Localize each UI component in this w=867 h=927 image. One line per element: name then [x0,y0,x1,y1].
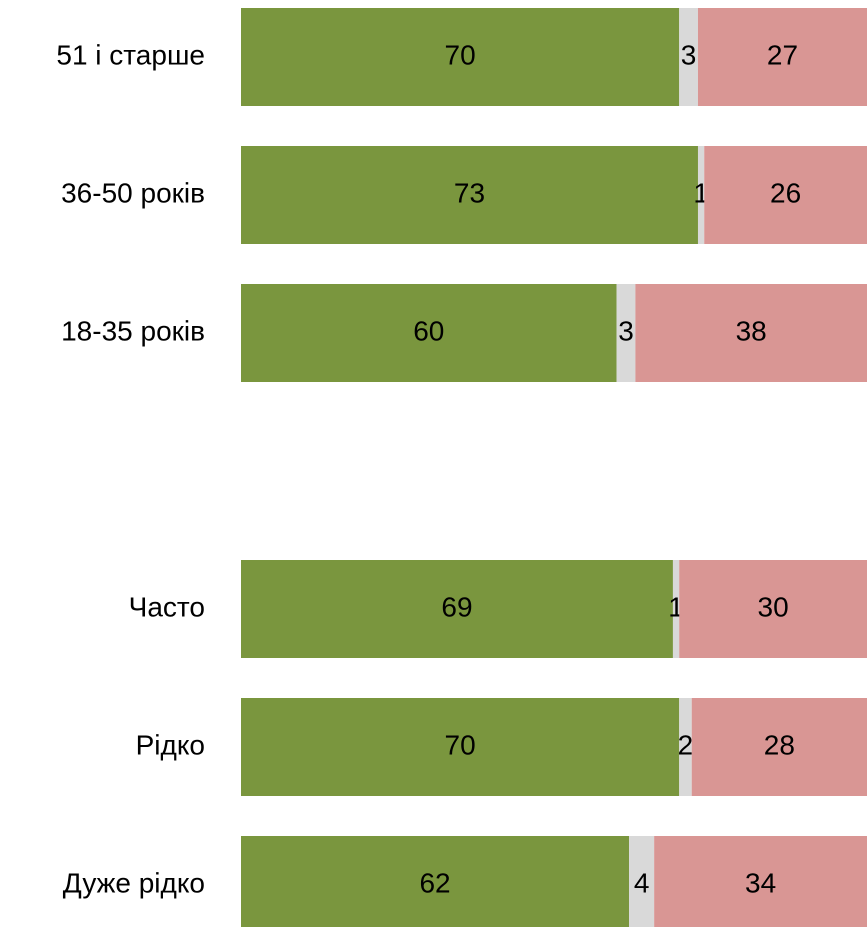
data-label: 70 [445,729,476,760]
bar-segment [241,146,698,244]
data-label: 38 [736,315,767,346]
data-label: 4 [634,867,650,898]
category-label: 51 і старше [56,39,205,70]
bar-segment [697,8,867,106]
category-label: Рідко [136,729,205,760]
data-label: 30 [758,591,789,622]
data-label: 28 [764,729,795,760]
bar-segment [679,560,867,658]
bar-segment [241,8,680,106]
data-label: 3 [681,39,697,70]
bar-segment [241,284,617,382]
bar-segment [241,560,673,658]
data-label: 60 [413,315,444,346]
bar-segment [635,284,867,382]
data-label: 26 [770,177,801,208]
category-label: Дуже рідко [63,867,205,898]
data-label: 2 [678,729,694,760]
bar-segment [241,836,630,927]
bar-segment [679,8,698,106]
category-label: 36-50 років [61,177,205,208]
bar-segment [691,698,867,796]
data-label: 34 [745,867,776,898]
data-label: 3 [618,315,634,346]
bar-segment [654,836,867,927]
bar-segment [679,698,692,796]
data-label: 62 [419,867,450,898]
category-label: Часто [129,591,205,622]
data-label: 69 [441,591,472,622]
bar-segment [616,284,636,382]
data-label: 27 [767,39,798,70]
bar-segment [672,560,680,658]
bar-segment [704,146,867,244]
bar-segment [629,836,655,927]
bar-segment [241,698,680,796]
bar-segment [697,146,705,244]
data-label: 70 [445,39,476,70]
category-label: 18-35 років [61,315,205,346]
data-label: 73 [454,177,485,208]
